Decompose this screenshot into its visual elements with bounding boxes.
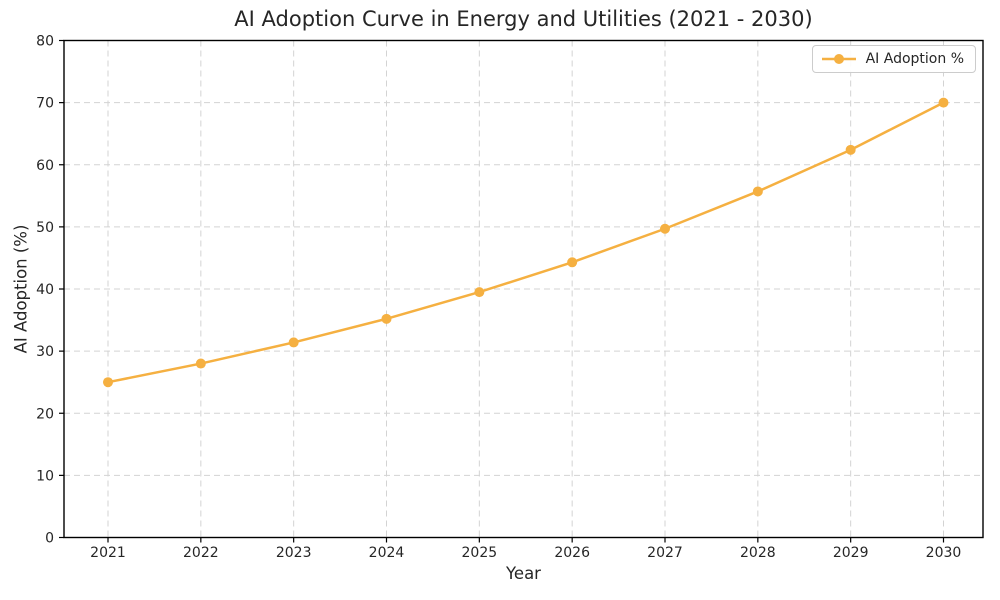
axes-frame [63, 39, 984, 539]
svg-text:2023: 2023 [276, 545, 312, 561]
series-markers [103, 97, 949, 388]
series-line [106, 101, 945, 384]
svg-text:60: 60 [36, 158, 54, 174]
legend: AI Adoption % [811, 45, 976, 73]
svg-text:2030: 2030 [926, 545, 962, 561]
svg-text:2021: 2021 [90, 545, 126, 561]
x-axis-label: Year [506, 564, 541, 583]
y-tick-labels: 0 10 20 30 40 50 60 70 80 [36, 34, 54, 547]
svg-text:0: 0 [45, 531, 54, 547]
svg-text:30: 30 [36, 344, 54, 360]
legend-line-marker-icon [821, 54, 856, 64]
svg-text:2024: 2024 [369, 545, 405, 561]
svg-text:70: 70 [36, 96, 54, 112]
svg-text:2026: 2026 [554, 545, 590, 561]
svg-text:2025: 2025 [462, 545, 498, 561]
gridlines [64, 40, 983, 538]
svg-text:2022: 2022 [183, 545, 219, 561]
svg-text:40: 40 [36, 282, 54, 298]
svg-text:2029: 2029 [833, 545, 869, 561]
svg-text:2028: 2028 [740, 545, 776, 561]
legend-label: AI Adoption % [865, 51, 964, 67]
svg-text:80: 80 [36, 34, 54, 50]
svg-text:20: 20 [36, 406, 54, 422]
svg-text:50: 50 [36, 220, 54, 236]
chart-title: AI Adoption Curve in Energy and Utilitie… [234, 7, 813, 31]
x-tick-labels: 2021 2022 2023 2024 2025 2026 2027 2028 2029 2030 [90, 545, 961, 561]
tick-marks [59, 39, 945, 543]
svg-text:10: 10 [36, 468, 54, 484]
svg-text:2027: 2027 [647, 545, 683, 561]
